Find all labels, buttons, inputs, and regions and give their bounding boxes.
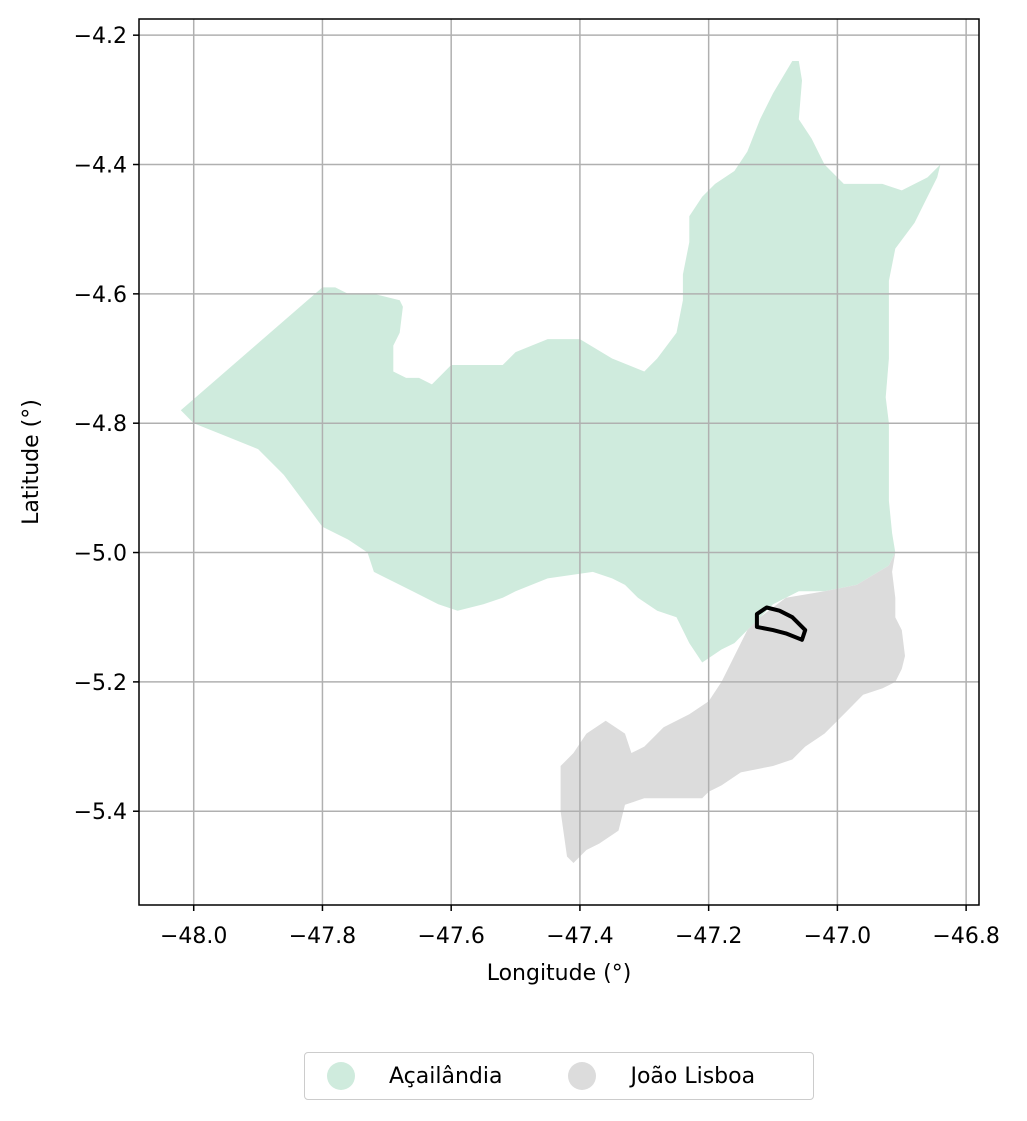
x-axis-ticks: −48.0 −47.8 −47.6 −47.4 −47.2 −47.0 −46.8 bbox=[160, 905, 1000, 949]
legend: Açailândia João Lisboa bbox=[304, 1052, 814, 1100]
x-tick-label-4: −47.2 bbox=[675, 924, 742, 949]
y-tick-label-1: −4.4 bbox=[74, 154, 127, 179]
y-axis-label: Latitude (°) bbox=[19, 399, 44, 525]
y-tick-label-0: −4.2 bbox=[74, 24, 127, 49]
y-tick-label-2: −4.6 bbox=[74, 283, 127, 308]
region-0 bbox=[180, 61, 941, 663]
y-tick-label-4: −5.0 bbox=[74, 542, 127, 567]
y-tick-label-6: −5.4 bbox=[74, 800, 127, 825]
x-tick-label-0: −48.0 bbox=[160, 924, 227, 949]
grid-lines-overlay bbox=[139, 19, 979, 905]
legend-label-acailandia: Açailândia bbox=[389, 1063, 503, 1089]
legend-label-joao-lisboa: João Lisboa bbox=[630, 1063, 756, 1089]
y-axis-ticks: −4.2 −4.4 −4.6 −4.8 −5.0 −5.2 −5.4 bbox=[74, 24, 139, 825]
outlined-feature bbox=[754, 605, 808, 642]
region-1 bbox=[560, 552, 905, 863]
regions bbox=[180, 61, 941, 863]
plot-frame bbox=[138, 18, 980, 906]
map-figure: −48.0 −47.8 −47.6 −47.4 −47.2 −47.0 −46.8 −4.2… bbox=[19, 18, 1000, 986]
y-tick-label-3: −4.8 bbox=[74, 412, 127, 437]
x-tick-label-6: −46.8 bbox=[932, 924, 999, 949]
x-tick-label-2: −47.6 bbox=[417, 924, 484, 949]
legend-marker-joao-lisboa bbox=[568, 1062, 597, 1090]
legend-item-joao-lisboa: João Lisboa bbox=[568, 1053, 755, 1099]
x-tick-label-3: −47.4 bbox=[546, 924, 613, 949]
x-tick-label-5: −47.0 bbox=[804, 924, 871, 949]
x-tick-label-1: −47.8 bbox=[289, 924, 356, 949]
x-axis-label: Longitude (°) bbox=[487, 961, 632, 986]
outlined-feature-boundary bbox=[754, 605, 808, 642]
legend-marker-acailandia bbox=[327, 1062, 355, 1090]
y-tick-label-5: −5.2 bbox=[74, 671, 127, 696]
legend-item-acailandia: Açailândia bbox=[327, 1053, 502, 1099]
